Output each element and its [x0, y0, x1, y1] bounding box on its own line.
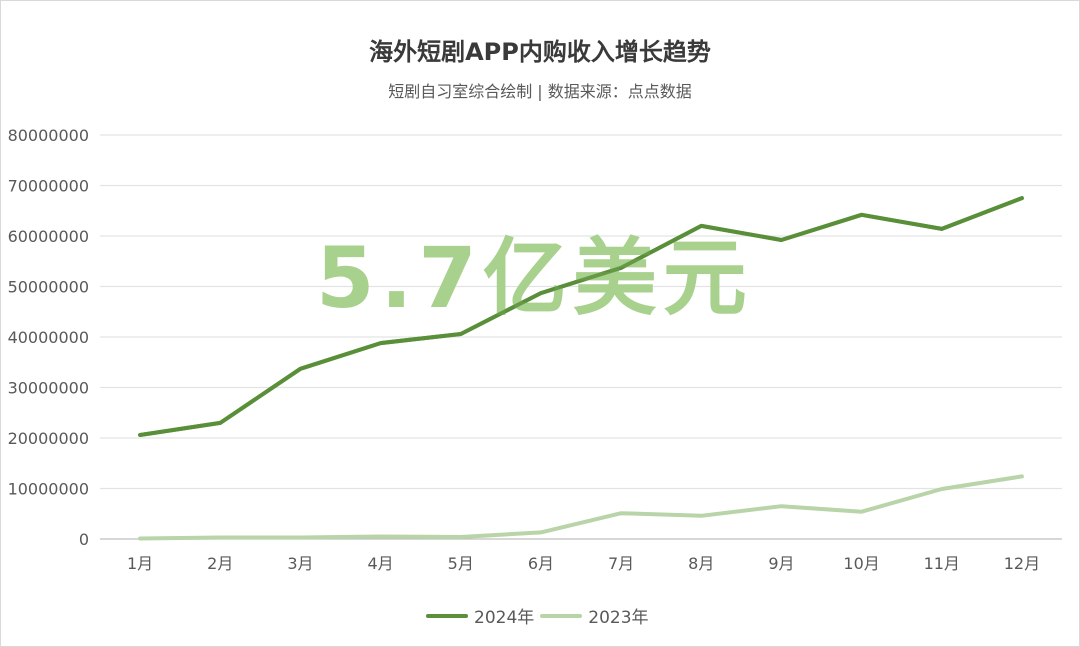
y-tick-label: 80000000	[8, 126, 89, 145]
gridlines	[100, 134, 1062, 540]
y-tick-label: 10000000	[8, 480, 89, 499]
x-tick-label: 12月	[1004, 554, 1040, 573]
x-tick-label: 7月	[608, 554, 634, 573]
x-tick-label: 6月	[528, 554, 554, 573]
x-tick-label: 10月	[843, 554, 879, 573]
legend-swatch-2023	[540, 613, 583, 618]
y-tick-label: 30000000	[8, 379, 89, 398]
x-tick-label: 8月	[688, 554, 714, 573]
y-axis-ticks: 0 10000000 20000000 30000000 40000000 5000000…	[8, 126, 89, 549]
y-tick-label: 70000000	[8, 177, 89, 196]
legend-label-2023: 2023年	[588, 608, 649, 628]
x-tick-label: 2月	[207, 554, 233, 573]
series-line-2023	[138, 474, 1024, 541]
y-tick-label: 40000000	[8, 328, 89, 347]
y-tick-label: 20000000	[8, 429, 89, 448]
chart-subtitle: 短剧自习室综合绘制 | 数据来源：点点数据	[388, 82, 692, 101]
x-tick-label: 11月	[924, 554, 960, 573]
annotation-overlay: 5.7亿美元	[316, 229, 753, 327]
x-tick-label: 1月	[127, 554, 153, 573]
y-tick-label: 60000000	[8, 227, 89, 246]
legend-item-2024[interactable]: 2024年	[426, 603, 534, 628]
legend-swatch-2024	[426, 613, 468, 618]
x-tick-label: 3月	[287, 554, 313, 573]
legend: 2024年 2023年	[426, 603, 655, 628]
x-tick-label: 4月	[367, 554, 393, 573]
x-axis-ticks: 1月 2月 3月 4月 5月 6月 7月 8月 9月 10月 11月 12月	[127, 554, 1040, 573]
y-tick-label: 50000000	[8, 278, 89, 297]
legend-label-2024: 2024年	[474, 608, 535, 628]
x-tick-label: 9月	[768, 554, 794, 573]
x-tick-label: 5月	[448, 554, 474, 573]
y-tick-label: 0	[79, 530, 89, 549]
chart-title: 海外短剧APP内购收入增长趋势	[369, 38, 711, 66]
legend-item-2023[interactable]: 2023年	[540, 603, 649, 628]
